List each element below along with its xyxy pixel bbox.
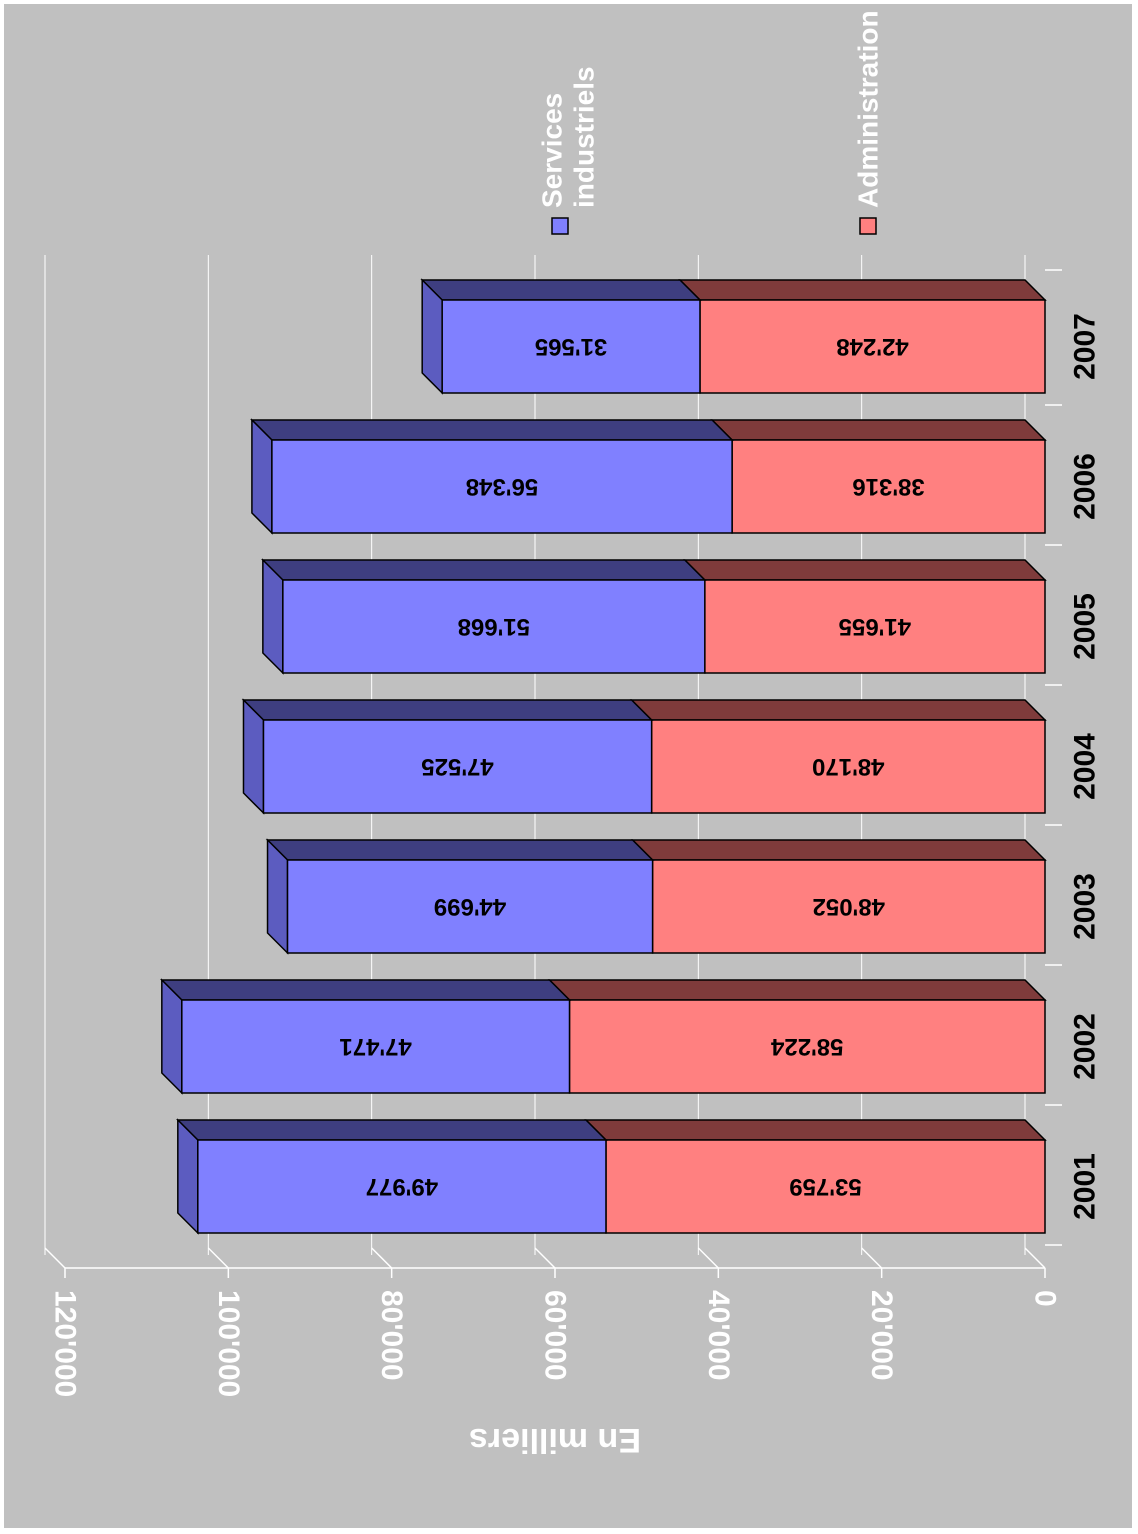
data-label-services-2003: 44'699	[434, 893, 506, 920]
bar-administration-top-2006	[710, 419, 1047, 441]
bar-administration-top-2002	[547, 979, 1047, 1001]
legend: Services industriels Administration	[537, 10, 884, 235]
category-label-2002: 2002	[1069, 1013, 1102, 1080]
bar-services-top-2004	[241, 699, 654, 721]
bar-group-2005: 41'655 51'668 2005	[261, 558, 1102, 686]
bar-services-top-2002	[160, 979, 572, 1001]
bar-group-2003: 48'052 44'699 2003	[265, 838, 1102, 966]
bar-services-end-2001	[177, 1118, 199, 1235]
data-label-administration-2001: 53'759	[789, 1173, 861, 1200]
tick-label-1: 20'000	[865, 1290, 898, 1381]
bar-group-2007: 42'248 31'565 2007	[420, 278, 1102, 406]
bar-services-end-2003	[266, 838, 289, 955]
bar-services-2006	[271, 439, 733, 534]
category-label-2005: 2005	[1069, 593, 1102, 660]
bar-administration-2006	[731, 439, 1046, 534]
bar-services-end-2007	[421, 278, 443, 395]
value-axis-depth-5	[207, 1247, 229, 1269]
category-label-2006: 2006	[1069, 453, 1102, 520]
data-label-administration-2007: 42'248	[836, 333, 908, 360]
bar-services-2004	[262, 719, 653, 814]
bar-services-top-2006	[250, 419, 734, 441]
bar-administration-2002	[568, 999, 1046, 1094]
bar-administration-top-2003	[630, 839, 1047, 861]
legend-label-0-0: Services	[537, 93, 568, 208]
bar-services-end-2002	[161, 978, 183, 1095]
tick-label-5: 100'000	[212, 1290, 245, 1397]
category-label-2003: 2003	[1069, 873, 1102, 940]
bar-services-2005	[282, 579, 706, 674]
bar-group-2004: 48'170 47'525 2004	[241, 698, 1102, 826]
data-label-services-2004: 47'525	[421, 753, 493, 780]
bar-administration-top-2001	[584, 1119, 1047, 1141]
legend-swatch-1	[859, 217, 877, 235]
data-label-administration-2002: 58'224	[770, 1033, 843, 1060]
tick-label-6: 120'000	[48, 1290, 81, 1397]
tick-label-4: 80'000	[375, 1290, 408, 1381]
bar-services-top-2005	[261, 559, 707, 581]
bar-services-top-2007	[420, 279, 702, 301]
axis-title: En milliers	[469, 1421, 641, 1459]
legend-label-1-0: Administration	[853, 10, 884, 208]
tick-label-3: 60'000	[538, 1290, 571, 1381]
value-axis-depth-1	[861, 1247, 883, 1269]
value-axis-depth-2	[697, 1247, 719, 1269]
value-axis-depth-3	[534, 1247, 556, 1269]
bar-administration-2007	[699, 299, 1046, 394]
tick-label-0: 0	[1029, 1290, 1062, 1307]
legend-swatch-0	[551, 217, 569, 235]
bar-services-top-2003	[265, 839, 655, 861]
data-label-services-2006: 56'348	[466, 473, 538, 500]
bar-services-2007	[441, 299, 701, 394]
data-label-services-2007: 31'565	[535, 333, 607, 360]
category-label-2007: 2007	[1069, 313, 1102, 380]
data-label-administration-2004: 48'170	[812, 753, 884, 780]
bar-group-2001: 53'759 49'977 2001	[176, 1118, 1102, 1246]
bar-administration-top-2007	[678, 279, 1047, 301]
bar-administration-top-2005	[683, 559, 1047, 581]
bar-group-2002: 58'224 47'471 2002	[160, 978, 1102, 1106]
category-label-2001: 2001	[1069, 1153, 1102, 1220]
bar-services-2003	[286, 859, 654, 954]
value-axis-depth-4	[371, 1247, 393, 1269]
bar-services-2001	[197, 1139, 607, 1234]
legend-label-0-1: industriels	[569, 66, 600, 208]
data-label-administration-2005: 41'655	[839, 613, 911, 640]
bar-services-2002	[181, 999, 571, 1094]
bar-services-end-2005	[262, 558, 284, 675]
value-axis-depth-0	[1024, 1247, 1046, 1269]
data-label-administration-2006: 38'316	[852, 473, 924, 500]
data-label-services-2001: 49'977	[366, 1173, 438, 1200]
data-label-services-2005: 51'668	[458, 613, 530, 640]
data-label-administration-2003: 48'052	[813, 893, 885, 920]
value-axis-depth-6	[44, 1247, 66, 1269]
bar-administration-2004	[650, 719, 1046, 814]
bar-group-2006: 38'316 56'348 2006	[250, 418, 1102, 546]
bar-services-end-2006	[251, 418, 273, 535]
bar-administration-top-2004	[629, 699, 1047, 721]
category-label-2004: 2004	[1069, 733, 1102, 800]
bar-services-top-2001	[176, 1119, 608, 1141]
data-label-services-2002: 47'471	[339, 1033, 411, 1060]
tick-label-2: 40'000	[702, 1290, 735, 1381]
chart-root: 53'759 49'977 2001 58'224 47'471 2002 48'052 44…	[44, 10, 1102, 1459]
bar-administration-2001	[605, 1139, 1046, 1234]
bar-services-end-2004	[242, 698, 265, 815]
